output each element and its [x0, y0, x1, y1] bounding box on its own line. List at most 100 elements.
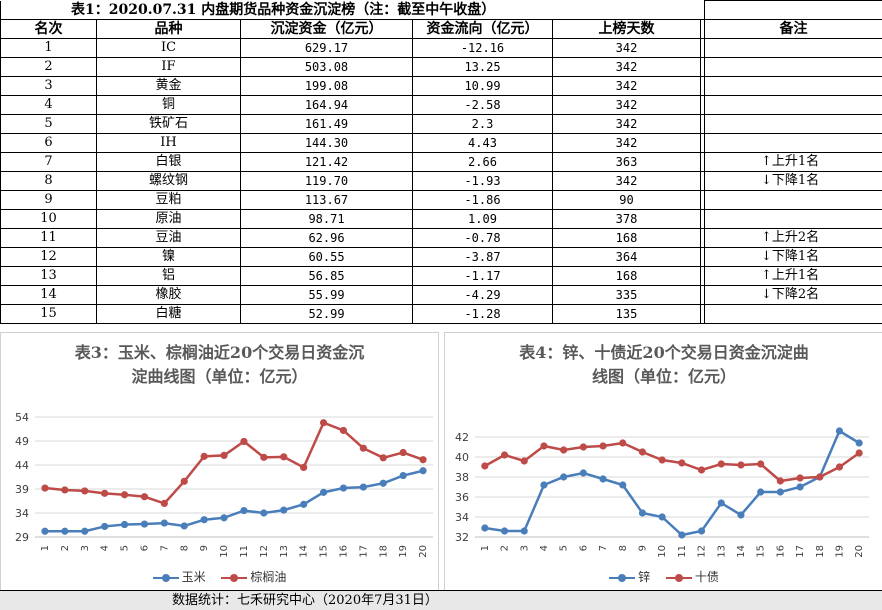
- data-point: [521, 527, 528, 534]
- cell-flow: -4.29: [413, 286, 553, 305]
- x-tick-label: 15: [756, 545, 767, 558]
- data-point: [619, 439, 626, 446]
- cell-name: 黄金: [97, 77, 241, 96]
- cell-rank: 9: [1, 191, 97, 210]
- legend-label-corn: 玉米: [182, 570, 206, 584]
- legend-label-ten-year-bond: 十债: [695, 570, 719, 584]
- x-tick-label: 7: [598, 545, 609, 551]
- x-tick-label: 12: [697, 545, 708, 558]
- x-tick-label: 19: [834, 545, 845, 558]
- header-flow: 资金流向（亿元）: [413, 20, 553, 39]
- table-title: 表1：2020.07.31 内盘期货品种资金沉淀榜（注：截至中午收盘）: [1, 1, 705, 20]
- cell-days: 342: [553, 172, 701, 191]
- cell-name: IH: [97, 134, 241, 153]
- x-tick-label: 11: [677, 545, 688, 558]
- cell-rank: 4: [1, 96, 97, 115]
- data-point: [240, 507, 247, 514]
- data-point: [141, 520, 148, 527]
- data-point: [737, 511, 744, 518]
- y-tick-label: 29: [15, 531, 29, 544]
- cell-rank: 7: [1, 153, 97, 172]
- cell-note: [705, 191, 882, 210]
- cell-capital: 113.67: [241, 191, 413, 210]
- data-point: [101, 523, 108, 530]
- cell-note: [705, 96, 882, 115]
- x-tick-label: 4: [539, 545, 550, 551]
- cell-note: [705, 134, 882, 153]
- data-point: [220, 452, 227, 459]
- table-header-row: 名次 品种 沉淀资金（亿元） 资金流向（亿元） 上榜天数 备注: [1, 20, 882, 39]
- x-tick-label: 20: [418, 545, 429, 558]
- data-point: [81, 487, 88, 494]
- cell-flow: -2.58: [413, 96, 553, 115]
- x-tick-label: 3: [80, 545, 91, 551]
- header-capital: 沉淀资金（亿元）: [241, 20, 413, 39]
- footer-text: 数据统计：七禾研究中心（2020年7月31日）: [172, 591, 438, 610]
- cell-capital: 98.71: [241, 210, 413, 229]
- data-point: [481, 462, 488, 469]
- data-point: [501, 451, 508, 458]
- cell-flow: 10.99: [413, 77, 553, 96]
- x-tick-label: 8: [618, 545, 629, 551]
- data-point: [240, 438, 247, 445]
- data-point: [141, 493, 148, 500]
- data-point: [181, 522, 188, 529]
- cell-name: 镍: [97, 248, 241, 267]
- cell-capital: 52.99: [241, 305, 413, 324]
- cell-days: 168: [553, 267, 701, 286]
- legend-line-icon: [221, 577, 247, 579]
- data-point: [757, 460, 764, 467]
- data-point: [360, 445, 367, 452]
- data-point: [280, 507, 287, 514]
- x-tick-label: 17: [358, 545, 369, 558]
- data-point: [101, 490, 108, 497]
- data-point: [501, 527, 508, 534]
- header-note: 备注: [705, 20, 882, 39]
- series-line-0: [45, 471, 423, 531]
- cell-capital: 56.85: [241, 267, 413, 286]
- cell-flow: -12.16: [413, 39, 553, 58]
- legend-line-icon: [666, 577, 692, 579]
- x-tick-label: 3: [519, 545, 530, 551]
- cell-rank: 2: [1, 58, 97, 77]
- data-point: [836, 427, 843, 434]
- cell-name: 原油: [97, 210, 241, 229]
- x-tick-label: 1: [480, 545, 491, 551]
- data-point: [320, 419, 327, 426]
- data-point: [400, 472, 407, 479]
- cell-note: ↑上升1名: [705, 267, 882, 286]
- x-tick-label: 9: [199, 545, 210, 551]
- data-point: [300, 501, 307, 508]
- cell-days: 378: [553, 210, 701, 229]
- x-tick-label: 16: [775, 545, 786, 558]
- cell-days: 342: [553, 115, 701, 134]
- data-point: [777, 477, 784, 484]
- data-point: [41, 484, 48, 491]
- y-tick-label: 39: [15, 483, 29, 496]
- cell-capital: 629.17: [241, 39, 413, 58]
- capital-ranking-table: 表1：2020.07.31 内盘期货品种资金沉淀榜（注：截至中午收盘） 名次 品…: [0, 0, 882, 324]
- x-tick-label: 10: [219, 545, 230, 558]
- legend-item-palm-oil: 棕榈油: [221, 568, 286, 585]
- x-tick-label: 14: [299, 545, 310, 558]
- data-point: [698, 466, 705, 473]
- data-point: [161, 519, 168, 526]
- cell-capital: 144.30: [241, 134, 413, 153]
- data-point: [161, 500, 168, 507]
- cell-rank: 12: [1, 248, 97, 267]
- data-point: [419, 467, 426, 474]
- data-point: [816, 473, 823, 480]
- x-tick-label: 15: [319, 545, 330, 558]
- cell-flow: 2.66: [413, 153, 553, 172]
- cell-flow: -1.86: [413, 191, 553, 210]
- data-point: [540, 442, 547, 449]
- legend-label-zinc: 锌: [638, 570, 650, 584]
- cell-name: 豆粕: [97, 191, 241, 210]
- cell-flow: 1.09: [413, 210, 553, 229]
